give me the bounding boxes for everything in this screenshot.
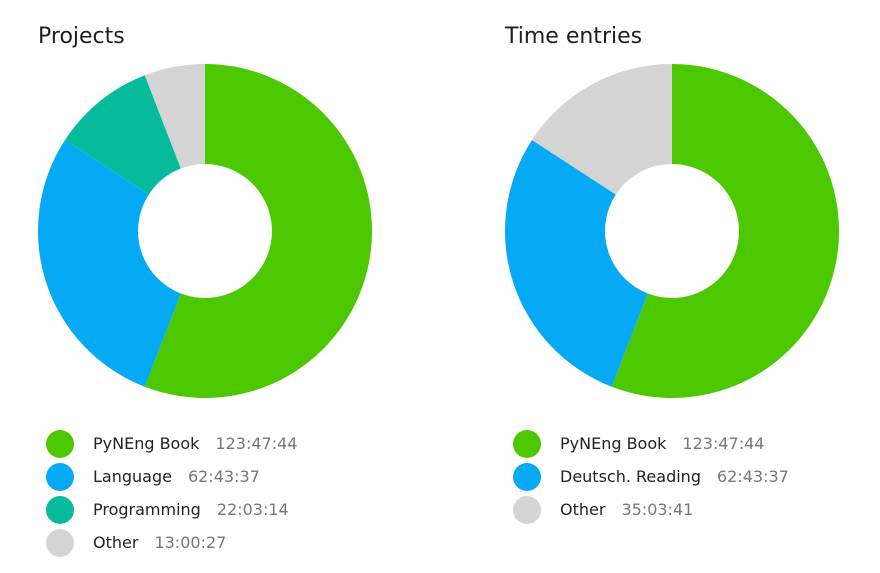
legend-item-language[interactable]: Language 62:43:37 [46,460,297,493]
legend-swatch [513,429,541,458]
legend-swatch [46,429,74,458]
legend-label: Language [93,467,172,486]
time-entries-legend: PyNEng Book 123:47:44 Deutsch. Reading 6… [513,427,789,526]
legend-label: PyNEng Book [560,434,667,453]
legend-swatch [46,528,74,557]
legend-duration: 35:03:41 [621,500,694,519]
legend-duration: 62:43:37 [716,467,789,486]
legend-label: Other [93,533,139,552]
legend-duration: 123:47:44 [215,434,298,453]
legend-swatch [46,462,74,491]
projects-legend: PyNEng Book 123:47:44 Language 62:43:37 … [46,427,297,559]
slice-other[interactable] [532,64,672,195]
projects-panel: Projects PyNEng Book 123:47:44 Language … [0,0,420,573]
legend-swatch [513,495,541,524]
time-entries-panel: Time entries PyNEng Book 123:47:44 Deuts… [467,0,880,573]
legend-item-other[interactable]: Other 13:00:27 [46,526,297,559]
slice-pyneng-book[interactable] [144,64,372,399]
slice-language[interactable] [37,139,181,387]
legend-duration: 123:47:44 [682,434,765,453]
legend-item-other[interactable]: Other 35:03:41 [513,493,789,526]
legend-swatch [513,462,541,491]
slice-pyneng-book[interactable] [611,64,839,399]
legend-label: Other [560,500,606,519]
legend-label: PyNEng Book [93,434,200,453]
projects-title: Projects [38,24,125,49]
legend-item-pyneng-book[interactable]: PyNEng Book 123:47:44 [513,427,789,460]
time-entries-title: Time entries [505,24,643,49]
slice-deutsch-reading[interactable] [504,139,648,387]
slice-programming[interactable] [65,75,181,195]
slice-other[interactable] [144,64,205,169]
time-entries-donut-chart [504,64,839,399]
legend-swatch [46,495,74,524]
legend-item-deutsch-reading[interactable]: Deutsch. Reading 62:43:37 [513,460,789,493]
projects-donut-chart [37,64,372,399]
legend-duration: 22:03:14 [216,500,289,519]
legend-item-pyneng-book[interactable]: PyNEng Book 123:47:44 [46,427,297,460]
legend-duration: 62:43:37 [187,467,260,486]
legend-label: Deutsch. Reading [560,467,701,486]
legend-item-programming[interactable]: Programming 22:03:14 [46,493,297,526]
legend-label: Programming [93,500,201,519]
legend-duration: 13:00:27 [154,533,227,552]
